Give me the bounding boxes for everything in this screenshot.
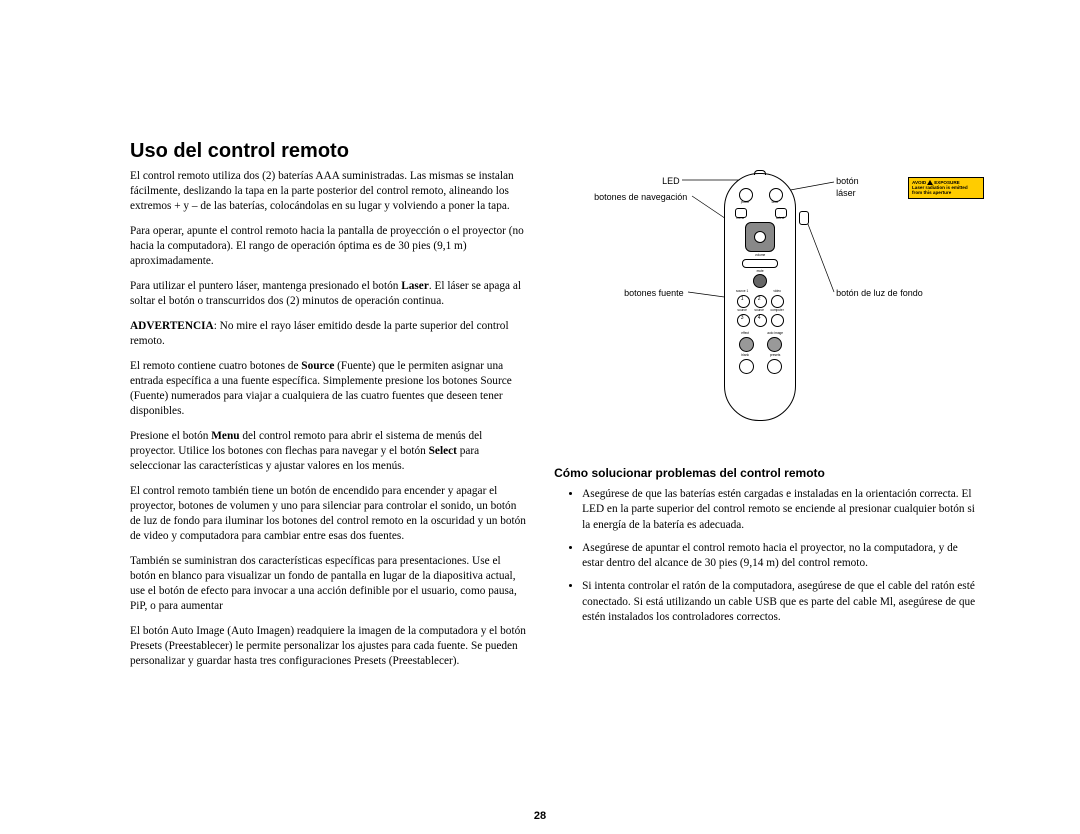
para-laser: Para utilizar el puntero láser, mantenga… — [130, 279, 526, 309]
page-number: 28 — [0, 810, 1080, 822]
troubleshoot-heading: Cómo solucionar problemas del control re… — [554, 465, 980, 481]
blank-button — [739, 359, 754, 374]
label: menu — [730, 217, 750, 220]
troubleshoot-list: Asegúrese de que las baterías estén carg… — [554, 487, 980, 625]
effect-button — [739, 337, 754, 352]
text: Para utilizar el puntero láser, mantenga… — [130, 280, 401, 292]
mute-button-icon — [753, 274, 767, 288]
page-title: Uso del control remoto — [130, 140, 980, 163]
label: presets — [765, 354, 785, 357]
two-column-layout: El control remoto utiliza dos (2) baterí… — [130, 169, 980, 679]
laser-bold: Laser — [401, 280, 429, 292]
label: video — [767, 290, 787, 293]
para-autoimage: El botón Auto Image (Auto Imagen) readqu… — [130, 624, 526, 669]
remote-diagram: AVOIDEXPOSURE Laser radiation is emitted… — [554, 169, 980, 449]
callout-backlight: botón de luz de fondo — [836, 287, 923, 299]
num: 4 — [749, 316, 769, 321]
num: 2 — [749, 297, 769, 302]
warn-text: from this aperture — [912, 190, 951, 195]
label: select — [770, 217, 790, 220]
video-button — [771, 295, 784, 308]
para-presentation: También se suministran dos característic… — [130, 554, 526, 614]
right-column: AVOIDEXPOSURE Laser radiation is emitted… — [554, 169, 980, 679]
list-item: Asegúrese de apuntar el control remoto h… — [582, 541, 980, 572]
para-intro: El control remoto utiliza dos (2) baterí… — [130, 169, 526, 214]
autoimage-button — [767, 337, 782, 352]
label: effect — [735, 332, 755, 335]
label: computer — [767, 309, 787, 312]
source-bold: Source — [301, 360, 334, 372]
laser-warning-sticker: AVOIDEXPOSURE Laser radiation is emitted… — [908, 177, 984, 199]
text: Presione el botón — [130, 430, 211, 442]
volume-rocker — [742, 259, 778, 268]
para-warning: ADVERTENCIA: No mire el rayo láser emiti… — [130, 319, 526, 349]
label: volume — [750, 254, 770, 257]
menu-bold: Menu — [211, 430, 239, 442]
warn-text: AVOID — [912, 180, 926, 185]
label: power — [735, 201, 755, 204]
list-item: Si intenta controlar el ratón de la comp… — [582, 579, 980, 625]
callout-nav: botones de navegación — [594, 191, 687, 203]
label: mute — [750, 270, 770, 273]
label: laser — [765, 201, 785, 204]
select-bold: Select — [429, 445, 457, 457]
dpad — [745, 222, 775, 252]
text: El remoto contiene cuatro botones de — [130, 360, 301, 372]
para-operation: Para operar, apunte el control remoto ha… — [130, 224, 526, 269]
label: source — [749, 309, 769, 312]
callout-led: LED — [662, 175, 680, 187]
left-column: El control remoto utiliza dos (2) baterí… — [130, 169, 526, 679]
backlight-side-button — [799, 211, 809, 225]
callout-source: botones fuente — [624, 287, 684, 299]
para-source: El remoto contiene cuatro botones de Sou… — [130, 359, 526, 419]
label: auto image — [765, 332, 785, 335]
callout-laser: botón láser — [836, 175, 859, 199]
presets-button — [767, 359, 782, 374]
label: source 1 — [732, 290, 752, 293]
para-menu: Presione el botón Menu del control remot… — [130, 429, 526, 474]
para-power: El control remoto también tiene un botón… — [130, 484, 526, 544]
remote-top — [754, 170, 766, 175]
label: blank — [735, 354, 755, 357]
computer-button — [771, 314, 784, 327]
remote-body: power laser menu select volume mute — [724, 173, 796, 421]
list-item: Asegúrese de que las baterías estén carg… — [582, 487, 980, 533]
warn-text: EXPOSURE — [934, 180, 960, 185]
warning-label: ADVERTENCIA — [130, 320, 214, 332]
